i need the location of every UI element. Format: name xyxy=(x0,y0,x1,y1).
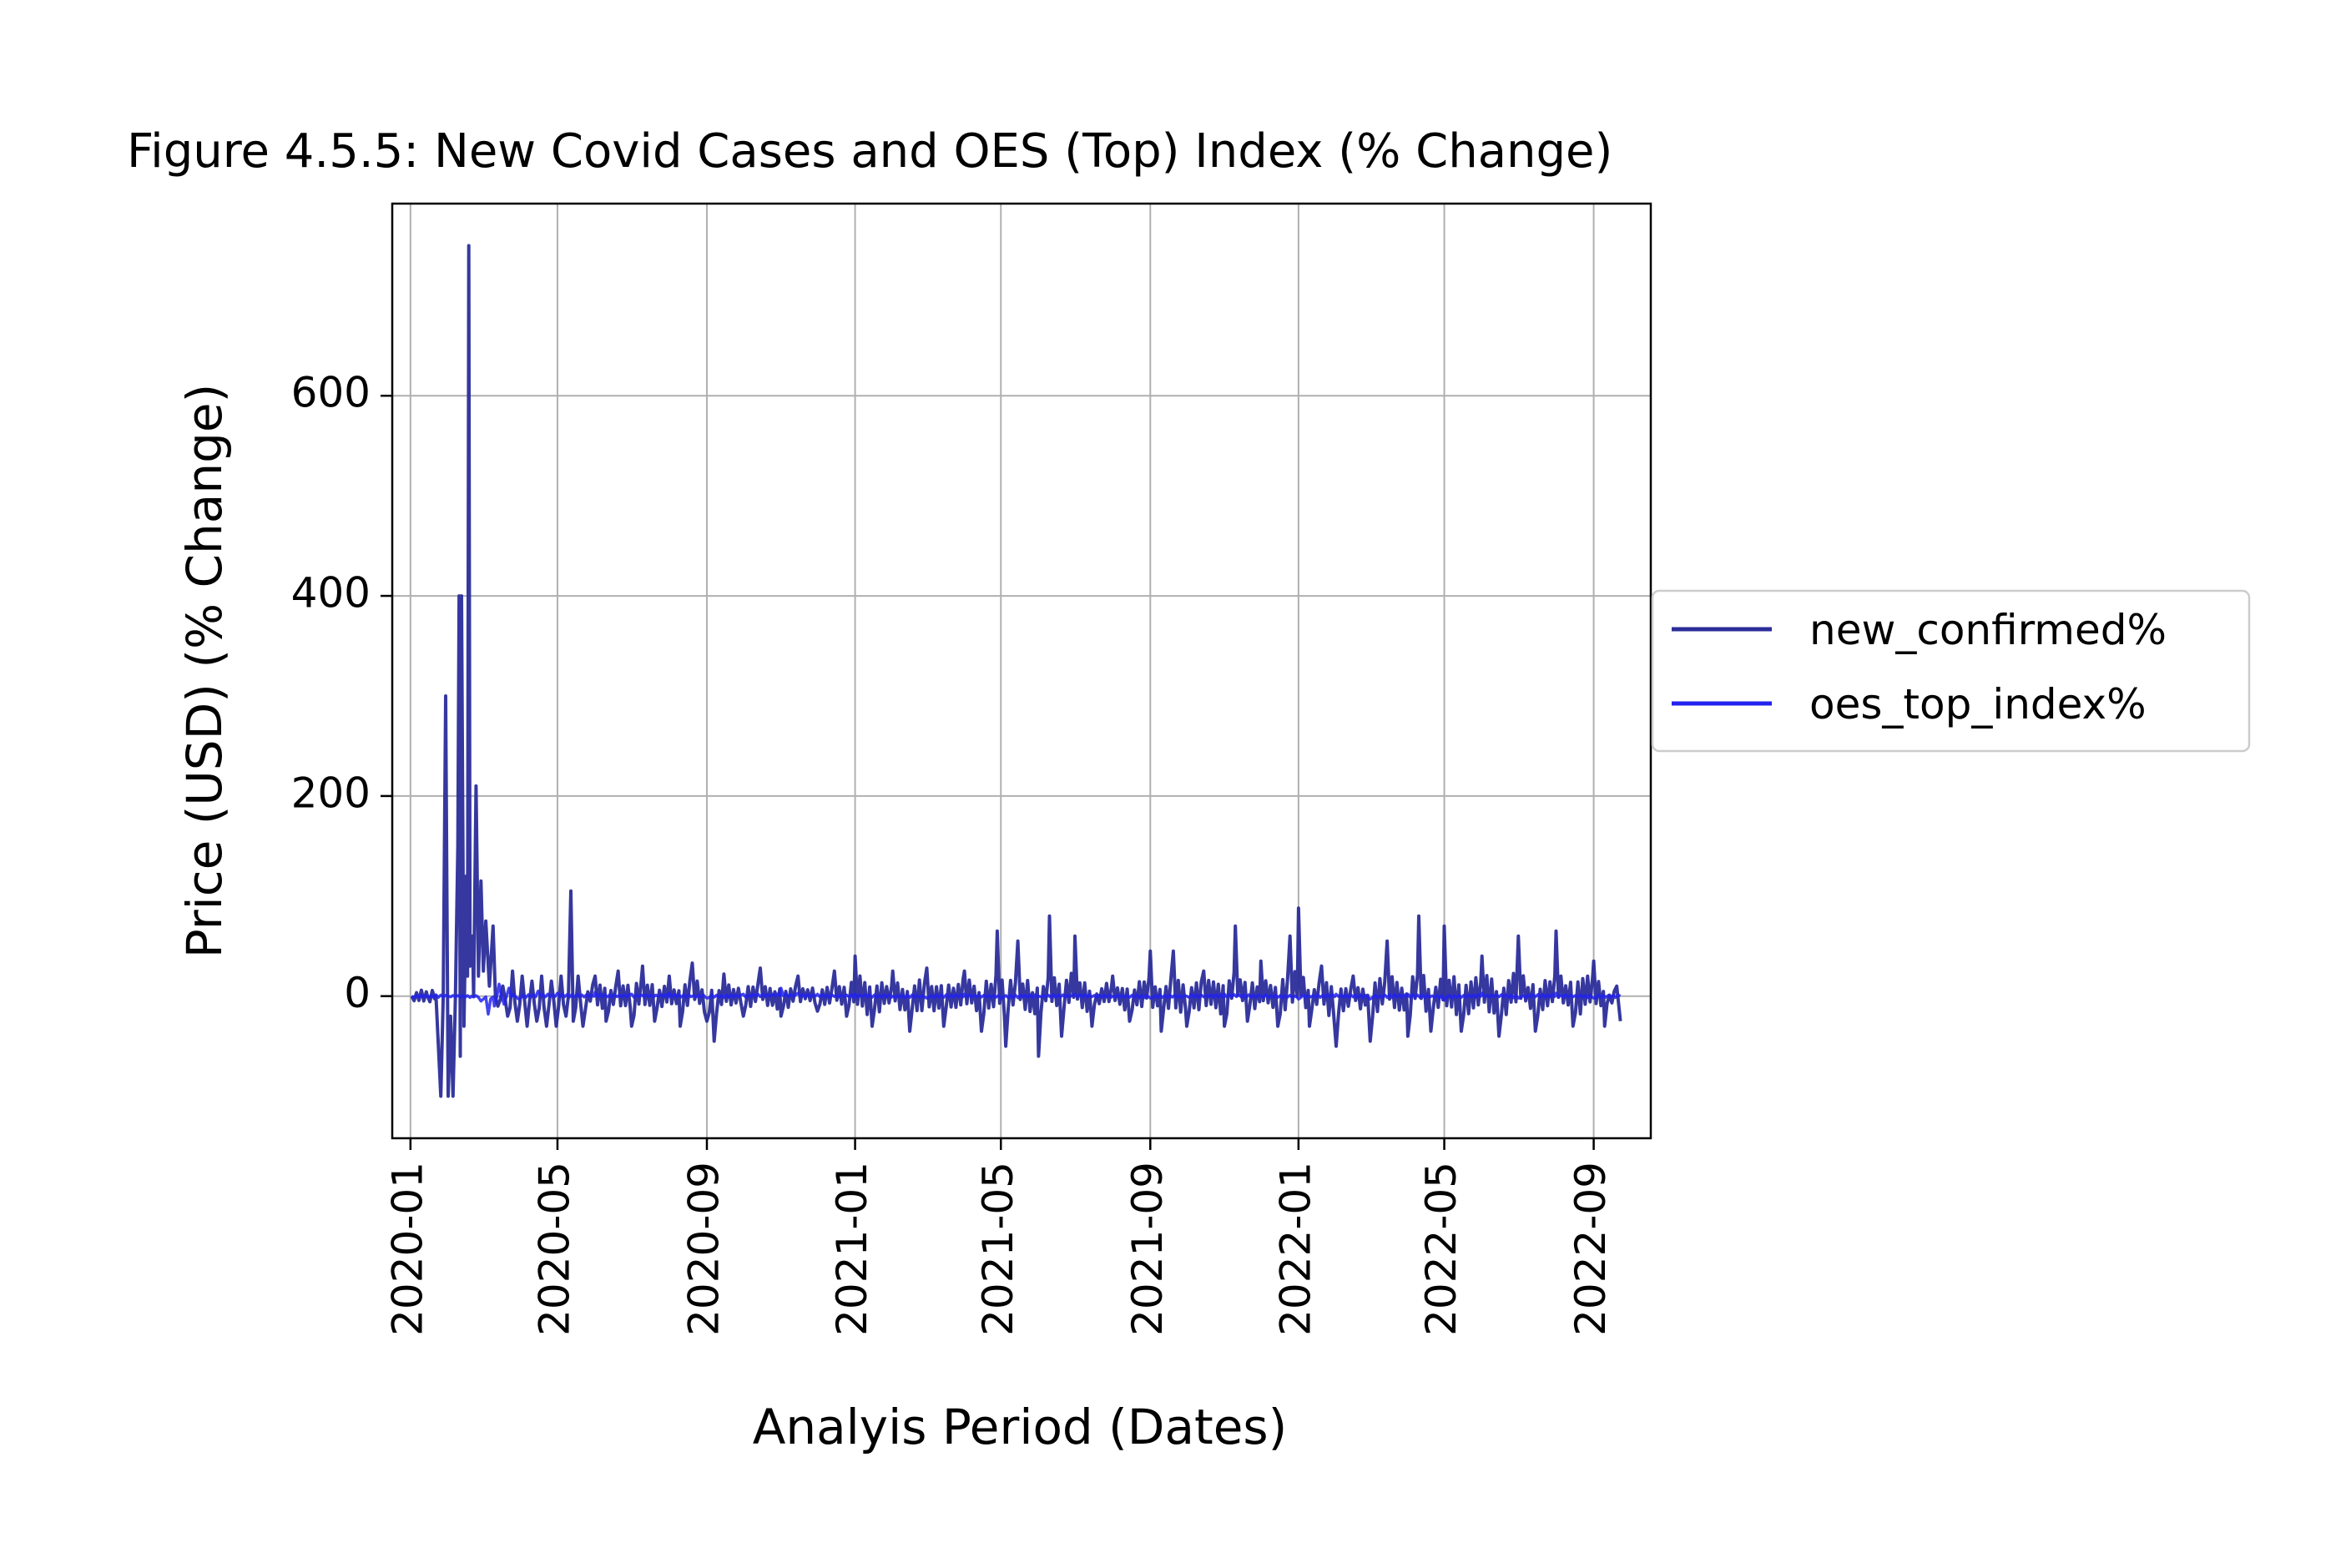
legend: new_confirmed% oes_top_index% xyxy=(1651,589,2251,753)
x-tick-label: 2022-01 xyxy=(1271,1162,1319,1336)
y-tick-label: 400 xyxy=(291,569,371,618)
y-axis-label: Price (USD) (% Change) xyxy=(176,384,233,958)
x-axis-ticks: 2020-01 2020-05 2020-09 2021-01 2021-05 2021-… xyxy=(383,1138,1615,1336)
y-tick-label: 600 xyxy=(291,369,371,417)
x-tick-label: 2020-05 xyxy=(530,1162,578,1336)
x-tick-label: 2022-05 xyxy=(1417,1162,1466,1336)
plot-frame xyxy=(391,202,1652,1140)
y-axis-ticks: 0 200 400 600 xyxy=(291,369,392,1017)
y-tick-label: 200 xyxy=(291,769,371,817)
x-axis-label: Analyis Period (Dates) xyxy=(753,1399,1288,1455)
x-tick-label: 2020-09 xyxy=(680,1162,729,1336)
x-tick-label: 2020-01 xyxy=(383,1162,431,1336)
x-tick-label: 2021-01 xyxy=(828,1162,876,1336)
y-tick-label: 0 xyxy=(344,969,371,1017)
legend-label-new-confirmed: new_confirmed% xyxy=(1809,606,2167,654)
series-layer xyxy=(410,244,1622,1098)
x-tick-label: 2021-05 xyxy=(974,1162,1022,1336)
x-tick-label: 2022-09 xyxy=(1566,1162,1615,1336)
x-tick-label: 2021-09 xyxy=(1123,1162,1172,1336)
legend-box xyxy=(1651,589,2251,753)
legend-label-oes-top-index: oes_top_index% xyxy=(1809,680,2147,729)
chart-title: Figure 4.5.5: New Covid Cases and OES (T… xyxy=(127,124,1612,179)
series-line-oes-top-index- xyxy=(411,982,1622,1016)
